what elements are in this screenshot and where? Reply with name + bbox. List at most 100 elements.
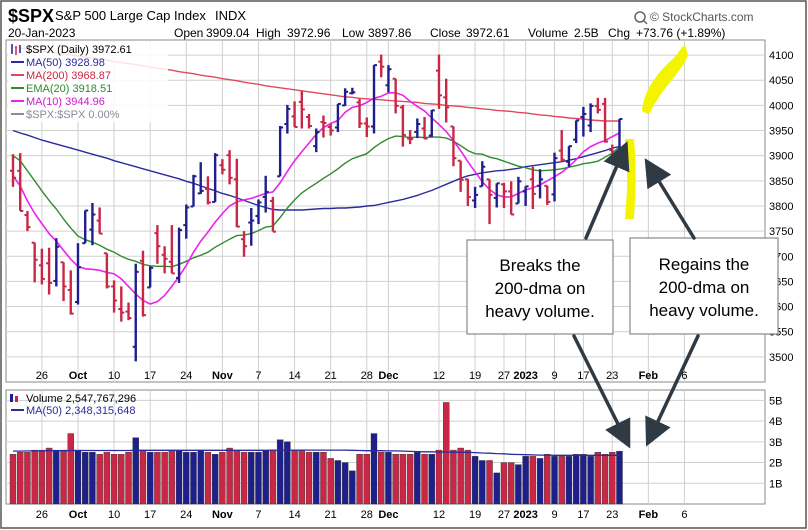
volume-bar xyxy=(154,451,161,505)
ema20-layer xyxy=(12,135,620,268)
legend-ma10: MA(10) 3944.96 xyxy=(26,96,105,108)
volume-bar xyxy=(493,472,500,505)
price-y-tick-label: 3900 xyxy=(769,151,793,163)
ohlc-bar xyxy=(24,211,31,232)
volume-x-tick-label: 24 xyxy=(180,509,192,521)
price-x-tick-label: 17 xyxy=(577,370,589,382)
volume-legend: Volume 2,547,767,296 MA(50) 2,348,315,64… xyxy=(10,393,136,417)
volume-bar xyxy=(248,451,255,505)
callout-left-line2: 200-dma on xyxy=(495,279,586,298)
legend-volume: Volume 2,547,767,296 xyxy=(26,393,136,405)
volume-bar xyxy=(161,451,168,505)
ohlc-bar xyxy=(500,182,507,208)
volume-bar xyxy=(500,462,508,505)
ohlc-bar xyxy=(594,97,601,114)
ohlc-bar xyxy=(298,91,305,129)
ohlc-bar xyxy=(313,128,320,153)
ohlc-bar xyxy=(580,106,587,137)
ohlc-bar xyxy=(212,153,219,203)
price-x-tick-label: 26 xyxy=(36,370,48,382)
ohlc-bar xyxy=(371,64,377,134)
volume-x-tick-label: 28 xyxy=(361,509,373,521)
volume-bar xyxy=(479,460,486,505)
ohlc-bar xyxy=(103,252,110,289)
volume-x-tick-label: 6 xyxy=(681,509,687,521)
legend-ema20: EMA(20) 3918.51 xyxy=(26,83,112,95)
volume-bar xyxy=(103,451,111,505)
price-y-tick-label: 3750 xyxy=(769,226,793,238)
ohlc-bar xyxy=(168,225,175,275)
index-name: S&P 500 Large Cap Index xyxy=(55,8,206,23)
volume-bar xyxy=(428,454,435,505)
high-label: High xyxy=(256,26,281,40)
volume-bar xyxy=(190,451,197,505)
volume-bar xyxy=(363,454,370,505)
ohlc-bar xyxy=(139,250,146,317)
chg-value: +73.76 (+1.89%) xyxy=(636,26,725,40)
x-axis-labels: 26 26 Oct Oct 10 10 17 17 24 24 Nov Nov 7 7 14 14 21 21 28… xyxy=(36,370,688,521)
price-y-tick-label: 4000 xyxy=(769,100,793,112)
ma50-layer xyxy=(12,129,620,211)
volume-x-tick-label: 14 xyxy=(288,509,300,521)
ohlc-bar xyxy=(551,152,558,202)
legend-ma200: MA(200) 3968.87 xyxy=(26,70,111,82)
volume-x-tick-label: Nov xyxy=(212,509,234,521)
callout-left: Breaks the 200-dma on heavy volume. xyxy=(466,239,614,335)
ohlc-bar xyxy=(226,150,233,185)
ohlc-bar xyxy=(269,196,276,233)
price-y-tick-label: 3850 xyxy=(769,176,793,188)
callout-left-line1: Breaks the xyxy=(499,256,580,275)
price-x-tick-label: 14 xyxy=(288,370,300,382)
ohlc-bar xyxy=(450,125,457,167)
volume-bar xyxy=(168,449,176,505)
ohlc-bar xyxy=(529,166,536,209)
ohlc-bar xyxy=(537,169,544,199)
volume-bar xyxy=(609,451,616,505)
volume-x-tick-label: 7 xyxy=(255,509,261,521)
volume-bar xyxy=(67,433,74,505)
price-x-tick-label: 28 xyxy=(361,370,373,382)
ohlc-bar xyxy=(407,130,414,145)
volume-bar xyxy=(378,451,385,505)
ohlc-bar xyxy=(435,54,442,109)
volume-legend-icon-2 xyxy=(15,396,18,402)
ohlc-bar xyxy=(284,104,291,134)
volume-bar xyxy=(269,449,277,505)
volume-bar xyxy=(320,451,327,505)
price-x-tick-label: Dec xyxy=(378,370,398,382)
chart-date: 20-Jan-2023 xyxy=(8,26,76,40)
volume-bar xyxy=(125,451,132,505)
ohlc-bar xyxy=(493,182,500,208)
ohlc-bar xyxy=(147,266,154,289)
ohlc-bar xyxy=(111,280,118,313)
ohlc-bar xyxy=(125,302,132,321)
callout-right-line1: Regains the xyxy=(659,255,750,274)
ohlc-bar xyxy=(118,286,125,322)
close-value: 3972.61 xyxy=(466,26,510,40)
symbol-title: $SPX xyxy=(8,6,54,26)
volume-bar xyxy=(313,451,320,505)
volume-bar xyxy=(450,449,457,505)
volume-bar xyxy=(392,454,399,505)
ohlc-bar xyxy=(31,241,38,283)
volume-bar xyxy=(96,454,103,505)
legend-ratio: $SPX:$SPX 0.00% xyxy=(26,109,120,121)
price-y-tick-label: 4100 xyxy=(769,50,793,62)
volume-bar xyxy=(616,450,623,505)
volume-label: Volume xyxy=(528,26,568,40)
ohlc-bar xyxy=(89,202,96,246)
price-x-tick-label: 17 xyxy=(144,370,156,382)
ohlc-bar xyxy=(508,181,515,216)
volume-bar xyxy=(529,456,537,505)
volume-x-tick-label: 9 xyxy=(551,509,557,521)
volume-bar xyxy=(305,451,313,505)
exchange-label: INDX xyxy=(215,8,246,23)
volume-bar xyxy=(45,447,53,505)
brand-watermark: © StockCharts.com xyxy=(650,10,754,24)
volume-y-tick-label: 3B xyxy=(769,437,782,449)
ohlc-bar xyxy=(479,161,486,188)
volume-bar xyxy=(284,441,291,505)
volume-bar xyxy=(421,454,428,505)
ohlc-bar xyxy=(154,225,161,264)
volume-bar xyxy=(399,454,407,505)
